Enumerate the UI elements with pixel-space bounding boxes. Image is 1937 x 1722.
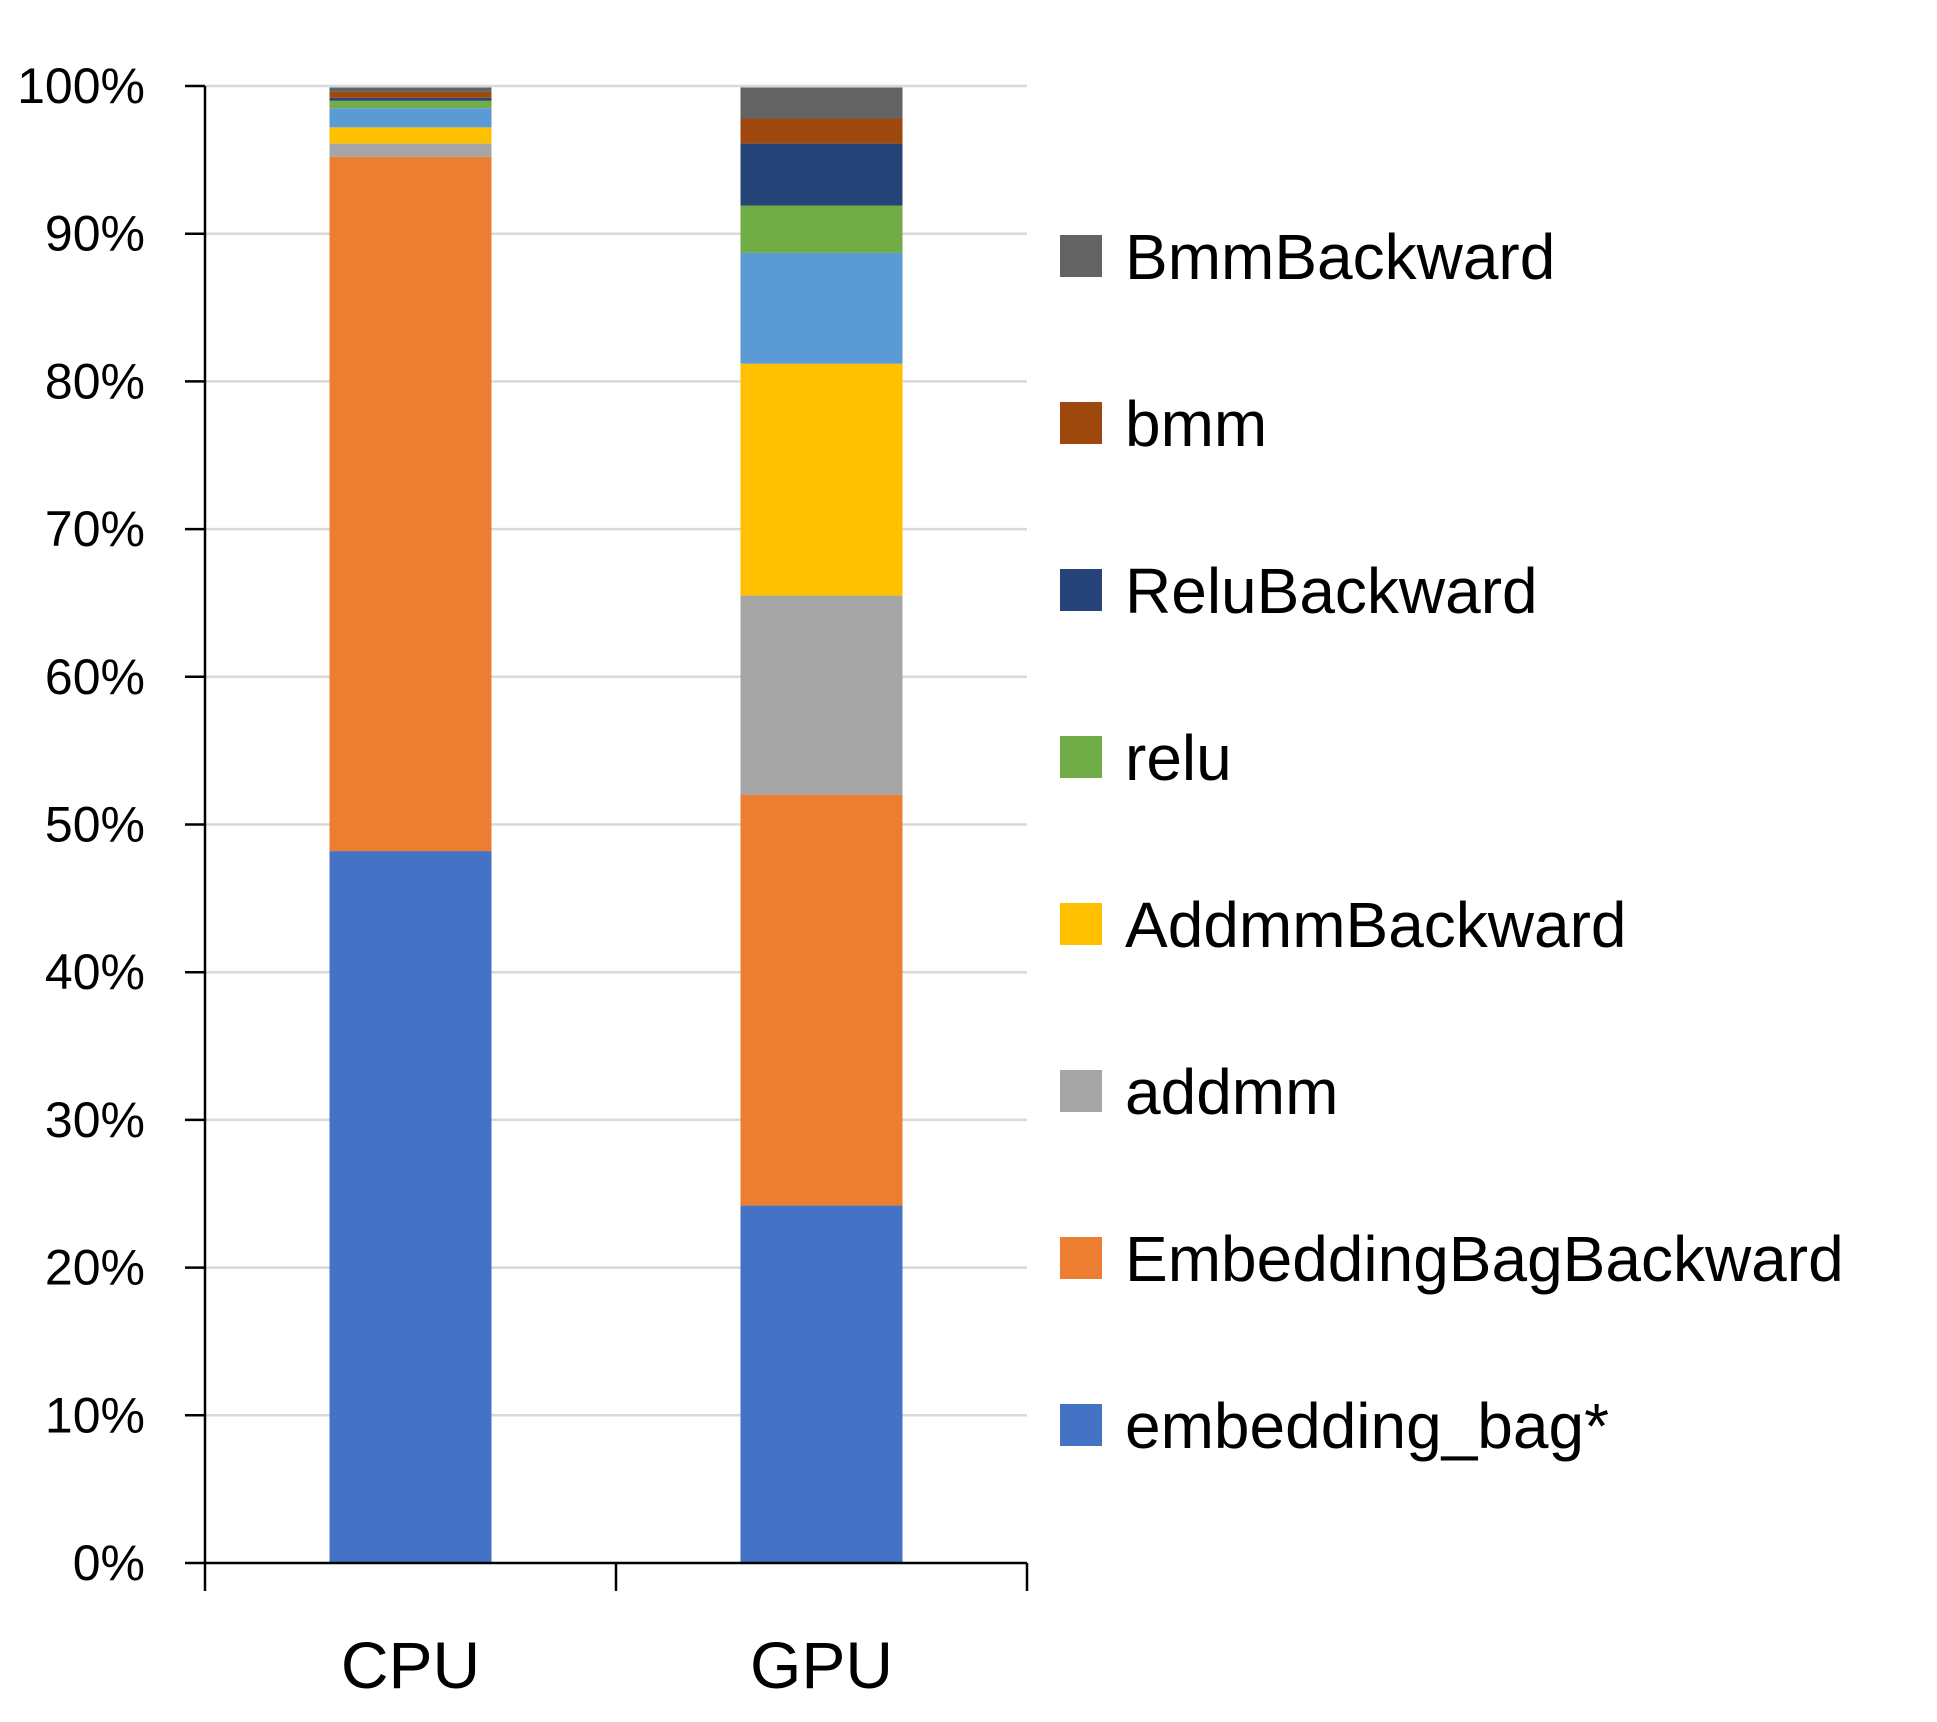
x-tick-labels: CPU GPU <box>341 1628 893 1702</box>
legend-swatch <box>1060 569 1102 611</box>
y-tick-label: 20% <box>45 1240 145 1296</box>
legend-label: EmbeddingBagBackward <box>1125 1223 1844 1295</box>
y-tick-label: 90% <box>45 206 145 262</box>
legend-swatch <box>1060 1070 1102 1112</box>
bar-stacks <box>329 87 903 1563</box>
bar-segment-gpu-0 <box>740 1205 903 1563</box>
legend-label: bmm <box>1125 388 1267 460</box>
legend-swatch <box>1060 402 1102 444</box>
bar-segment-gpu-3 <box>740 363 903 596</box>
legend-swatch <box>1060 235 1102 277</box>
y-tick-label: 100% <box>17 58 145 114</box>
y-tick-labels: 0% 10% 20% 30% 40% 50% 60% 70% 80% 90% 100% <box>17 58 145 1591</box>
legend-label: embedding_bag* <box>1125 1390 1609 1462</box>
legend-swatch <box>1060 1237 1102 1279</box>
bar-segment-gpu-7 <box>740 118 903 144</box>
bar-segment-cpu-3 <box>329 127 492 144</box>
legend: BmmBackward bmm ReluBackward relu AddmmBackw… <box>1060 221 1844 1462</box>
y-tick-label: 40% <box>45 944 145 1000</box>
y-tick-label: 60% <box>45 649 145 705</box>
bar-segment-gpu-6 <box>740 143 903 206</box>
bar-segment-cpu-4 <box>329 108 492 128</box>
axes <box>185 84 1029 1591</box>
legend-label: ReluBackward <box>1125 555 1538 627</box>
legend-label: relu <box>1125 722 1232 794</box>
bar-segment-cpu-0 <box>329 851 492 1563</box>
bar-segment-gpu-8 <box>740 87 903 119</box>
y-tick-label: 70% <box>45 501 145 557</box>
bar-segment-cpu-7 <box>329 91 492 98</box>
bar-segment-cpu-1 <box>329 156 492 852</box>
bar-segment-cpu-6 <box>329 97 492 101</box>
bar-segment-cpu-2 <box>329 143 492 157</box>
legend-swatch <box>1060 736 1102 778</box>
bar-segment-gpu-2 <box>740 595 903 795</box>
y-tick-label: 50% <box>45 797 145 853</box>
x-tick-label: CPU <box>341 1628 480 1702</box>
legend-label: addmm <box>1125 1056 1338 1128</box>
bar-segment-cpu-5 <box>329 100 492 109</box>
legend-label: AddmmBackward <box>1125 889 1627 961</box>
legend-swatch <box>1060 903 1102 945</box>
legend-label: BmmBackward <box>1125 221 1555 293</box>
bar-segment-gpu-5 <box>740 205 903 253</box>
legend-swatch <box>1060 1404 1102 1446</box>
y-tick-label: 0% <box>73 1535 145 1591</box>
y-tick-label: 30% <box>45 1092 145 1148</box>
bar-segment-gpu-4 <box>740 252 903 364</box>
bar-segment-cpu-8 <box>329 87 492 92</box>
bar-segment-gpu-1 <box>740 794 903 1206</box>
grid-lines <box>205 84 1027 1417</box>
x-tick-label: GPU <box>750 1628 893 1702</box>
y-tick-label: 10% <box>45 1387 145 1443</box>
y-tick-label: 80% <box>45 353 145 409</box>
